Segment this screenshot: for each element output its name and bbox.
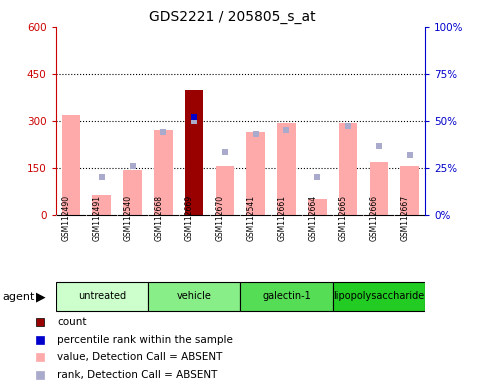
Bar — [333, 282, 425, 311]
Bar — [369, 162, 388, 215]
Text: galectin-1: galectin-1 — [262, 291, 311, 301]
Bar — [92, 195, 111, 215]
Text: GSM112665: GSM112665 — [339, 195, 348, 242]
Text: GSM112664: GSM112664 — [308, 195, 317, 242]
Text: untreated: untreated — [78, 291, 126, 301]
Bar — [400, 166, 419, 215]
Bar — [240, 282, 333, 311]
Bar — [62, 115, 80, 215]
Text: lipopolysaccharide: lipopolysaccharide — [333, 291, 425, 301]
Text: GSM112666: GSM112666 — [370, 195, 379, 242]
Text: percentile rank within the sample: percentile rank within the sample — [57, 334, 233, 344]
Text: GSM112661: GSM112661 — [277, 195, 286, 241]
Text: count: count — [57, 317, 87, 327]
Bar — [246, 132, 265, 215]
Text: rank, Detection Call = ABSENT: rank, Detection Call = ABSENT — [57, 370, 218, 380]
Text: GSM112540: GSM112540 — [124, 195, 132, 242]
Bar — [277, 122, 296, 215]
Bar — [154, 131, 172, 215]
Bar — [185, 89, 203, 215]
Text: GDS2221 / 205805_s_at: GDS2221 / 205805_s_at — [149, 10, 315, 23]
Text: GSM112669: GSM112669 — [185, 195, 194, 242]
Bar — [148, 282, 241, 311]
Text: value, Detection Call = ABSENT: value, Detection Call = ABSENT — [57, 353, 223, 362]
Bar — [123, 170, 142, 215]
Text: ▶: ▶ — [36, 290, 46, 303]
Bar — [56, 282, 148, 311]
Text: GSM112668: GSM112668 — [154, 195, 163, 241]
Text: GSM112541: GSM112541 — [247, 195, 256, 241]
Bar — [339, 122, 357, 215]
Text: GSM112490: GSM112490 — [62, 195, 71, 242]
Text: GSM112667: GSM112667 — [400, 195, 410, 242]
Text: GSM112670: GSM112670 — [216, 195, 225, 242]
Bar — [215, 166, 234, 215]
Text: vehicle: vehicle — [177, 291, 212, 301]
Text: GSM112491: GSM112491 — [93, 195, 102, 241]
Text: agent: agent — [2, 291, 35, 302]
Bar — [308, 199, 327, 215]
